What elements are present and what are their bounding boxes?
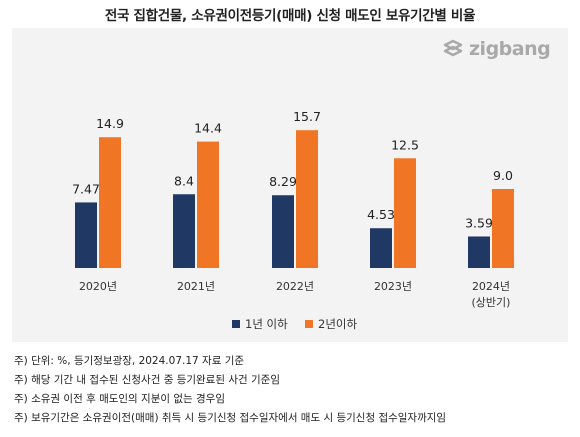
legend-label-series2: 2년이하 bbox=[318, 317, 358, 331]
bar-series2 bbox=[492, 189, 514, 268]
data-label: 7.47 bbox=[72, 181, 100, 196]
x-tick-label: 2023년 bbox=[374, 280, 412, 293]
legend-item-series2: 2년이하 bbox=[305, 316, 357, 332]
x-tick-label: 2021년 bbox=[177, 280, 215, 293]
data-label: 4.53 bbox=[367, 207, 395, 222]
legend-label-series1: 1년 이하 bbox=[245, 317, 288, 331]
data-label: 8.4 bbox=[174, 173, 194, 188]
legend-item-series1: 1년 이하 bbox=[232, 316, 288, 332]
footnotes: 주) 단위: %, 등기정보광장, 2024.07.17 자료 기준 주) 해당… bbox=[14, 352, 446, 428]
zigbang-logo: zigbang bbox=[442, 38, 551, 60]
bar-series2 bbox=[296, 130, 318, 268]
footnote: 주) 단위: %, 등기정보광장, 2024.07.17 자료 기준 bbox=[14, 355, 245, 367]
bar-series2 bbox=[197, 141, 219, 268]
data-label: 9.0 bbox=[493, 168, 513, 183]
bar-series1 bbox=[173, 194, 195, 268]
footnote: 주) 해당 기간 내 접수된 신청사건 중 등기완료된 사건 기준임 bbox=[14, 374, 280, 386]
data-label: 14.4 bbox=[194, 121, 222, 136]
data-label: 15.7 bbox=[293, 109, 321, 124]
x-tick-label: 2022년 bbox=[276, 280, 314, 293]
bar-series2 bbox=[394, 158, 416, 268]
legend-swatch-series2 bbox=[305, 320, 313, 328]
footnote: 주) 보유기간은 소유권이전(매매) 취득 시 등기신청 접수일자에서 매도 시… bbox=[14, 412, 447, 424]
x-tick-label: (상반기) bbox=[472, 296, 511, 309]
bar-series2 bbox=[99, 137, 121, 268]
data-label: 3.59 bbox=[465, 215, 493, 230]
legend-swatch-series1 bbox=[232, 320, 240, 328]
data-label: 12.5 bbox=[391, 137, 419, 152]
bar-series1 bbox=[272, 195, 294, 268]
footnote: 주) 소유권 이전 후 매도인의 지분이 없는 경우임 bbox=[14, 393, 225, 405]
chart-title: 전국 집합건물, 소유권이전등기(매매) 신청 매도인 보유기간별 비율 bbox=[104, 8, 476, 24]
bar-chart: 7.47 14.9 2020년 8.4 14.4 2021년 8.29 15.7 2022년 4.… bbox=[72, 109, 514, 309]
x-tick-label: 2020년 bbox=[79, 280, 117, 293]
x-tick-label: 2024년 bbox=[472, 280, 510, 293]
bar-series1 bbox=[75, 202, 97, 268]
bar-series1 bbox=[370, 228, 392, 268]
bar-series1 bbox=[468, 236, 490, 268]
logo-text: zigbang bbox=[469, 38, 551, 60]
zigbang-logo-icon bbox=[443, 39, 463, 57]
data-label: 8.29 bbox=[269, 174, 297, 189]
data-label: 14.9 bbox=[96, 116, 124, 131]
